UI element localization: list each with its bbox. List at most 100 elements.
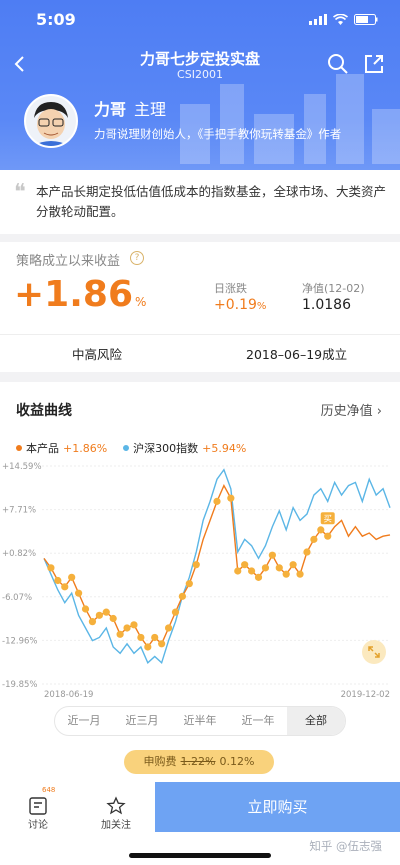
buy-point [68, 573, 76, 581]
quote-icon: ❝ [14, 180, 26, 205]
manager-description: 力哥说理财创始人，《手把手教你玩转基金》作者 [94, 127, 342, 141]
star-icon [106, 796, 126, 815]
buy-point [81, 605, 90, 613]
discuss-button[interactable]: 648 讨论 [8, 786, 68, 831]
history-nav-label: 历史净值 [320, 404, 373, 419]
wifi-icon [333, 14, 348, 25]
share-icon [365, 55, 383, 73]
buy-point [178, 592, 186, 600]
buy-point [61, 583, 69, 591]
buy-point [130, 621, 138, 629]
established-date: 2018–06–19成立 [246, 347, 348, 362]
buy-point [164, 624, 173, 632]
watermark: 知乎 @伍志强 [309, 839, 382, 853]
range-tab-1m[interactable]: 近一月 [67, 714, 101, 727]
fee-badge: 申购费 1.22% 0.12% [124, 750, 274, 774]
daily-change-unit: % [256, 301, 267, 312]
expand-chart-button[interactable] [362, 640, 386, 664]
fee-new: 0.12% [219, 755, 255, 768]
buy-now-button[interactable]: 立即购买 [155, 782, 400, 832]
y-tick-label: -12.96% [2, 636, 37, 646]
buy-point [254, 573, 263, 581]
buy-point [289, 561, 297, 569]
star-icon-wrap [86, 790, 146, 816]
search-button[interactable] [326, 52, 350, 76]
follow-label: 加关注 [101, 820, 131, 831]
signal-icon [309, 14, 327, 25]
manager-info[interactable]: 力哥 主理 力哥说理财创始人，《手把手教你玩转基金》作者 [24, 94, 394, 154]
buy-point [310, 535, 318, 543]
buy-point [241, 561, 249, 569]
y-tick-label: +14.59% [2, 462, 42, 472]
daily-change: +0.19% [214, 297, 266, 313]
buy-point [171, 608, 180, 616]
help-icon[interactable]: ? [130, 251, 144, 265]
fee-old: 1.22% [180, 755, 216, 768]
discuss-icon-wrap [8, 790, 68, 816]
buy-point [324, 532, 332, 540]
expand-icon [368, 646, 380, 658]
buy-marker-bg [320, 512, 335, 525]
buy-point [268, 551, 276, 559]
buy-point [158, 640, 166, 648]
manager-name-text: 力哥 [94, 100, 127, 119]
returns-label: 策略成立以来收益 [16, 254, 121, 269]
history-nav-link[interactable]: 历史净值 › [320, 404, 382, 419]
home-indicator [129, 853, 271, 858]
chevron-left-icon [14, 56, 24, 72]
total-return-unit: % [135, 295, 147, 309]
manager-avatar-icon [26, 96, 76, 146]
total-return: +1.86% [14, 274, 146, 315]
buy-point [234, 567, 242, 575]
legend-value-product: +1.86% [63, 441, 108, 455]
buy-point [151, 633, 159, 642]
buy-point [227, 494, 235, 502]
search-icon [328, 54, 348, 74]
back-button[interactable] [8, 50, 34, 78]
follow-button[interactable]: 加关注 [86, 790, 146, 831]
fee-label: 申购费 [143, 755, 177, 768]
buy-point [95, 611, 103, 619]
buy-point [102, 608, 110, 616]
range-tab-3m[interactable]: 近三月 [125, 714, 159, 727]
buy-point [261, 564, 270, 572]
discuss-label: 讨论 [28, 820, 48, 831]
daily-change-value: +0.19 [214, 297, 257, 313]
buy-point [248, 567, 256, 575]
buy-point [275, 564, 283, 572]
buy-marker-label: 买 [323, 515, 332, 525]
legend-dot-index [123, 445, 130, 451]
chart-title: 收益曲线 [16, 403, 72, 419]
status-bar: 5:09 [0, 0, 400, 40]
returns-card: 策略成立以来收益 ? +1.86% 日涨跌 +0.19% 净值(12-02) 1… [0, 242, 400, 372]
chart-legend: 本产品 +1.86% 沪深300指数 +5.94% [16, 440, 246, 456]
range-tab-1y[interactable]: 近一年 [241, 714, 275, 727]
nav-value-label: 净值(12-02) [302, 282, 365, 295]
nav-value: 1.0186 [302, 297, 351, 313]
range-tab-6m[interactable]: 近半年 [183, 714, 217, 727]
range-tab-all[interactable]: 全部 [287, 707, 345, 735]
x-tick-label: 2018-06-19 [44, 690, 93, 698]
avatar [24, 94, 78, 148]
cityscape-decoration [180, 74, 400, 164]
buy-point [303, 548, 311, 556]
battery-icon [354, 14, 378, 25]
manager-name: 力哥 主理 [94, 96, 166, 120]
header-hero: 5:09 力哥七步定投实盘 CSI2001 [0, 0, 400, 170]
y-tick-label: -6.07% [2, 593, 32, 603]
status-icons [309, 14, 378, 25]
chart-card: 收益曲线 历史净值 › 本产品 +1.86% 沪深300指数 +5.94% +1… [0, 382, 400, 782]
nav-bar: 力哥七步定投实盘 CSI2001 [0, 44, 400, 84]
buy-point [317, 526, 325, 534]
legend-dot-product [16, 445, 22, 451]
page-title: 力哥七步定投实盘 [139, 50, 260, 68]
buy-point [116, 630, 124, 638]
buy-point [137, 633, 145, 642]
return-chart[interactable]: +14.59% +7.71% +0.82% -6.07% -12.96% -19.85% 2… [0, 458, 400, 698]
product-intro-text: 本产品长期定投低估值低成本的指数基金，全球市场、大类资产分散轮动配置。 [36, 184, 387, 219]
y-tick-label: +0.82% [2, 549, 36, 559]
share-button[interactable] [362, 52, 386, 76]
buy-point [54, 576, 62, 585]
buy-point [192, 561, 200, 569]
y-tick-label: -19.85% [2, 680, 37, 690]
